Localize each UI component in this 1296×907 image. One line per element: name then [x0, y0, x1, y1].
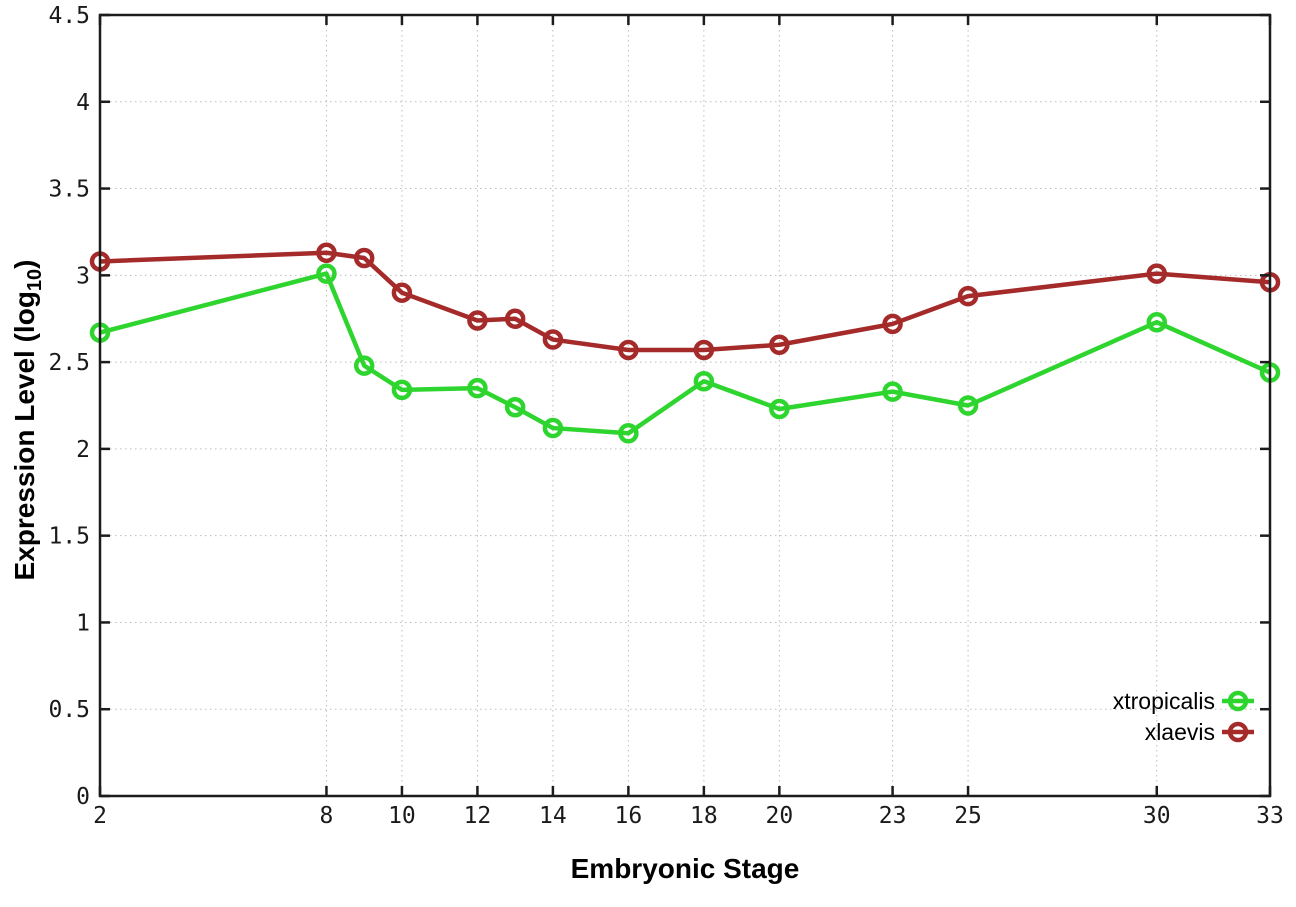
y-tick-label: 0.5: [48, 697, 90, 723]
data-point-xtropicalis: [353, 355, 375, 376]
y-tick-label: 1.5: [48, 524, 90, 550]
legend: xtropicalis xlaevis: [1113, 688, 1254, 745]
x-tick-label: 16: [615, 803, 643, 829]
x-tick-label: 8: [320, 803, 334, 829]
x-axis-title: Embryonic Stage: [571, 853, 800, 884]
y-tick-label: 1: [76, 610, 90, 636]
data-point-xlaevis: [618, 339, 639, 361]
x-tick-label: 2: [93, 803, 107, 829]
x-tick-label: 14: [539, 803, 567, 829]
legend-marker: [1227, 690, 1249, 712]
y-tick-label: 0: [76, 784, 90, 810]
x-tick-label: 33: [1256, 803, 1284, 829]
data-point-xtropicalis: [957, 395, 979, 416]
x-tick-label: 23: [879, 803, 907, 829]
data-point-xlaevis: [542, 329, 564, 350]
data-point-xtropicalis: [618, 423, 639, 444]
y-tick-label: 3.5: [48, 177, 90, 203]
legend-label-xlaevis: xlaevis: [1145, 719, 1215, 745]
data-point-xlaevis: [316, 242, 337, 264]
data-point-xlaevis: [882, 313, 903, 335]
data-point-xtropicalis: [316, 263, 337, 284]
x-tick-label: 10: [388, 803, 416, 829]
data-point-xtropicalis: [391, 379, 413, 401]
plot-border: [98, 13, 1272, 798]
y-tick-label: 4.5: [48, 3, 90, 29]
data-point-xlaevis: [391, 282, 413, 303]
data-point-xlaevis: [1146, 263, 1168, 284]
x-tick-label: 30: [1143, 803, 1171, 829]
data-point-xlaevis: [769, 334, 790, 356]
y-tick-labels: 0 0.5 1 1.5 2 2.5 3 3.5 4 4.5: [48, 3, 90, 810]
y-tick-label: 2: [76, 437, 90, 463]
data-point-xtropicalis: [882, 381, 903, 402]
data-point-xlaevis: [467, 310, 488, 331]
axis-ticks: [98, 13, 1272, 798]
series-line-xlaevis: [99, 250, 1271, 353]
data-point-xtropicalis: [542, 417, 564, 439]
x-tick-label: 18: [690, 803, 718, 829]
y-axis-title: Expression Level (log10): [9, 260, 46, 581]
gridlines: [99, 14, 1271, 797]
x-tick-label: 12: [464, 803, 492, 829]
x-tick-label: 25: [954, 803, 982, 829]
data-point-xtropicalis: [467, 377, 488, 399]
data-point-xtropicalis: [693, 370, 715, 392]
data-point-xtropicalis: [504, 396, 526, 418]
data-point-xlaevis: [504, 308, 526, 329]
plot-frame: [98, 13, 1272, 798]
data-point-xlaevis: [353, 247, 375, 269]
legend-marker: [1227, 721, 1249, 743]
data-point-xtropicalis: [1146, 311, 1168, 333]
y-tick-label: 4: [76, 90, 90, 116]
x-tick-labels: 2 8 10 12 14 16 18 20 23 25 30 33: [93, 803, 1284, 829]
data-series: [89, 242, 1281, 444]
data-point-xtropicalis: [769, 398, 790, 420]
x-tick-label: 20: [766, 803, 794, 829]
y-tick-label: 2.5: [48, 350, 90, 376]
data-point-xlaevis: [693, 339, 715, 361]
legend-label-xtropicalis: xtropicalis: [1113, 688, 1215, 714]
series-line-xtropicalis: [99, 271, 1271, 436]
data-point-xlaevis: [957, 285, 979, 307]
y-tick-label: 3: [76, 263, 90, 289]
